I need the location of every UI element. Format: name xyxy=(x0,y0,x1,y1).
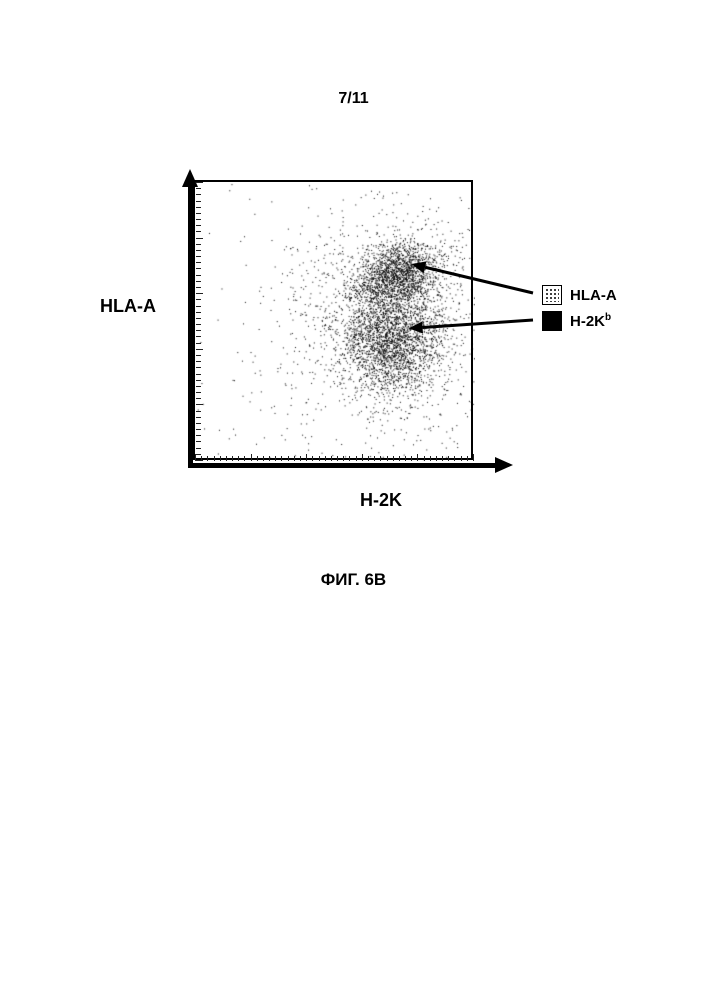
figure-6b: HLA-A HLA-A H-2Kb H-2K xyxy=(100,180,660,530)
page-number: 7/11 xyxy=(0,90,707,108)
scatter-plot-frame xyxy=(193,180,473,460)
figure-caption: ФИГ. 6B xyxy=(0,570,707,590)
legend: HLA-A H-2Kb xyxy=(542,285,617,337)
legend-swatch-icon xyxy=(542,311,562,331)
legend-swatch-icon xyxy=(542,285,562,305)
x-axis-label: H-2K xyxy=(360,490,402,511)
legend-item-hla-a: HLA-A xyxy=(542,285,617,305)
y-axis-label: HLA-A xyxy=(100,296,156,317)
legend-item-h2kb: H-2Kb xyxy=(542,311,617,331)
legend-label: HLA-A xyxy=(570,287,617,304)
scatter-plot-canvas xyxy=(195,182,475,462)
legend-label: H-2Kb xyxy=(570,312,611,330)
